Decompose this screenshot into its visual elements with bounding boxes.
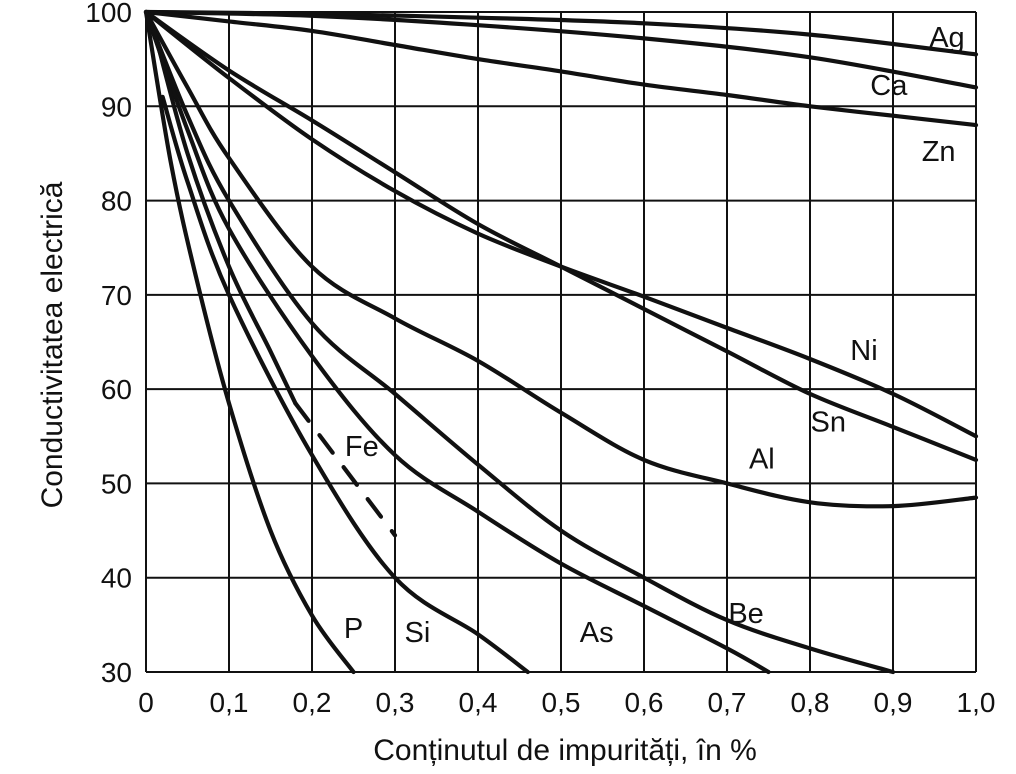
x-tick-label: 0,7 [708,687,747,718]
series-line-zn [143,9,979,128]
x-tick-label: 0 [138,687,154,718]
y-axis-title: Conductivitatea electrică [36,181,69,508]
series-label-be: Be [728,598,763,630]
x-tick-label: 0,8 [791,687,830,718]
series-line-p [143,9,356,675]
y-tick-label: 70 [101,280,132,311]
x-tick-label: 0,9 [874,687,913,718]
series-line-ca [143,9,979,90]
series-label-ag: Ag [929,22,964,54]
x-tick-label: 0,4 [459,687,498,718]
x-tick-label: 0,5 [542,687,581,718]
x-tick-label: 0,2 [293,687,332,718]
y-tick-label: 90 [101,91,132,122]
series-labels: Ag Ca Zn Ni Sn Al Fe Be As Si P [344,22,965,649]
y-tick-label: 60 [101,374,132,405]
x-tick-label: 0,6 [625,687,664,718]
series-label-zn: Zn [922,136,956,168]
series-label-fe: Fe [345,431,379,463]
grid [145,11,977,673]
series-label-si: Si [405,617,431,649]
series-line-fe-dashed [293,401,398,538]
y-tick-label: 30 [101,657,132,688]
x-axis-title: Conținutul de impurități, în % [373,734,757,767]
series-line-as [143,9,771,675]
series-label-sn: Sn [811,407,846,439]
series-line-be [143,9,896,675]
y-tick-label: 100 [85,0,132,28]
series-line-al [143,9,979,509]
y-tick-label: 50 [101,468,132,499]
series-line-sn [143,9,979,462]
series-line-fe [152,28,298,406]
x-tick-label: 0,1 [210,687,249,718]
x-tick-label: 1,0 [957,687,996,718]
series-label-ca: Ca [870,70,908,102]
x-tick-label: 0,3 [376,687,415,718]
series-label-p: P [344,613,363,645]
y-axis-ticks: 30 40 50 60 70 80 90 100 [85,0,132,688]
x-axis-ticks: 0 0,1 0,2 0,3 0,4 0,5 0,6 0,7 0,8 0,9 1,0 [138,687,995,718]
series-lines [143,9,979,675]
series-line-si [160,94,530,675]
y-tick-label: 40 [101,563,132,594]
series-label-as: As [580,617,614,649]
series-label-ni: Ni [850,335,877,367]
series-label-al: Al [749,443,775,475]
y-tick-label: 80 [101,186,132,217]
